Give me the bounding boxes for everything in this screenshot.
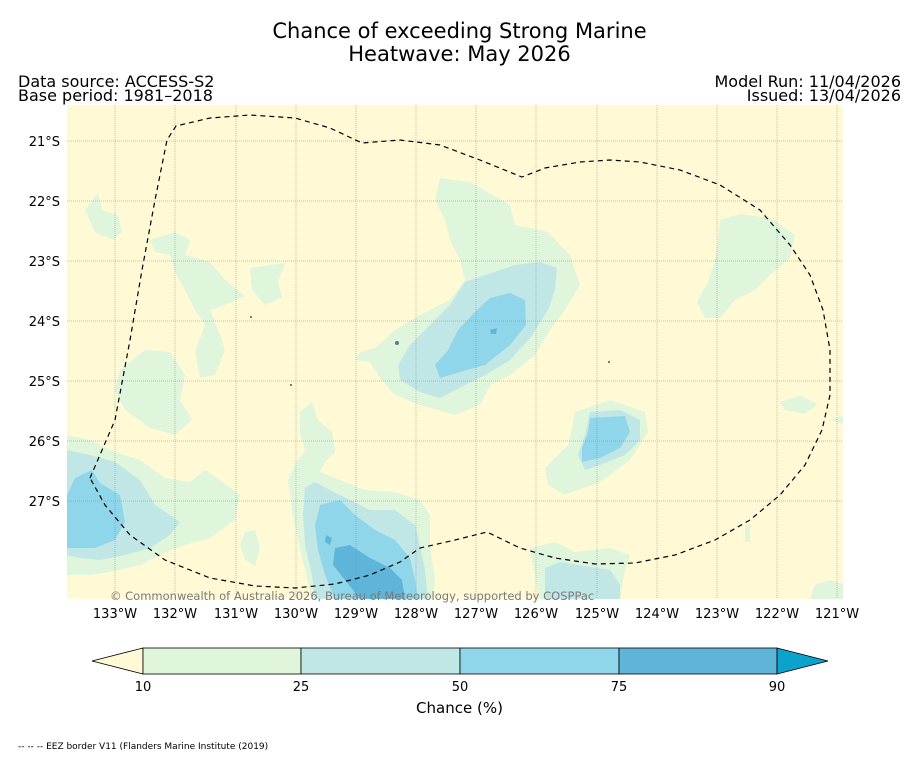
contour-10-25 — [830, 416, 843, 424]
colorbar-tick: 75 — [611, 680, 628, 695]
lon-label: 128°W — [394, 607, 438, 622]
contour-layers — [67, 178, 843, 599]
contour-10-25 — [240, 530, 260, 566]
contour-10-25 — [115, 350, 192, 435]
model-run: Model Run: 11/04/2026 — [714, 72, 902, 91]
lon-label: 131°W — [214, 607, 258, 622]
colorbar-max-extend — [776, 647, 829, 675]
colorbar-tick: 25 — [293, 680, 310, 695]
contour-75-90 — [333, 545, 405, 599]
contour-25-50 — [545, 562, 620, 599]
colorbar — [91, 647, 829, 675]
contour-50-75 — [582, 416, 630, 462]
lat-label: 27°S — [29, 495, 60, 510]
small-feature — [608, 361, 610, 363]
small-feature — [250, 316, 252, 318]
lon-label: 123°W — [695, 607, 739, 622]
contour-10-25 — [810, 580, 843, 599]
base-period: Base period: 1981–2018 — [18, 86, 213, 105]
lon-label: 124°W — [635, 607, 679, 622]
lat-label: 23°S — [29, 255, 60, 270]
lon-labels: 133°W 132°W 131°W 130°W 129°W 128°W 127°… — [93, 607, 859, 622]
map-title-line1: Chance of exceeding Strong Marine — [272, 19, 647, 43]
colorbar-tick: 90 — [769, 680, 786, 695]
lon-label: 132°W — [153, 607, 197, 622]
colorbar-tick: 10 — [135, 680, 152, 695]
lat-label: 21°S — [29, 135, 60, 150]
colorbar-min-extend — [91, 647, 144, 675]
colorbar-tick: 50 — [452, 680, 469, 695]
lat-label: 22°S — [29, 195, 60, 210]
contour-50-75 — [67, 470, 125, 548]
colorbar-segment — [142, 647, 302, 675]
colorbar-label: Chance (%) — [416, 699, 503, 717]
lon-label: 133°W — [93, 607, 137, 622]
lon-label: 126°W — [514, 607, 558, 622]
contour-75-90 — [325, 535, 332, 545]
map-title-line2: Heatwave: May 2026 — [348, 42, 571, 66]
lon-label: 127°W — [454, 607, 498, 622]
colorbar-segment — [300, 647, 461, 675]
contour-10-25 — [150, 232, 245, 378]
eez-legend-note: -- -- -- EEZ border V11 (Flanders Marine… — [18, 742, 269, 752]
lon-label: 130°W — [274, 607, 318, 622]
gridlines — [67, 105, 843, 599]
colorbar-segment — [618, 647, 778, 675]
small-feature — [395, 341, 399, 345]
lat-label: 26°S — [29, 435, 60, 450]
lon-label: 125°W — [575, 607, 619, 622]
contour-10-25 — [780, 396, 818, 414]
colorbar-segment — [459, 647, 620, 675]
contour-50-75 — [435, 293, 526, 378]
contour-10-25 — [697, 214, 795, 318]
contour-10-25 — [745, 525, 750, 542]
small-feature — [290, 384, 292, 386]
lat-label: 24°S — [29, 315, 60, 330]
lon-label: 129°W — [334, 607, 378, 622]
data-source: Data source: ACCESS-S2 — [18, 72, 215, 91]
lon-label: 122°W — [755, 607, 799, 622]
lat-label: 25°S — [29, 375, 60, 390]
contour-75-90 — [490, 328, 497, 334]
lat-labels: 21°S 22°S 23°S 24°S 25°S 26°S 27°S — [29, 135, 60, 510]
contour-10-25 — [85, 193, 122, 240]
eez-border — [89, 114, 831, 589]
colorbar-ticks: 10 25 50 75 90 — [135, 680, 786, 695]
issued-date: Issued: 13/04/2026 — [746, 86, 901, 105]
contour-10-25 — [250, 263, 285, 305]
copyright-text: © Commonwealth of Australia 2026, Bureau… — [110, 589, 594, 603]
lon-label: 121°W — [815, 607, 859, 622]
